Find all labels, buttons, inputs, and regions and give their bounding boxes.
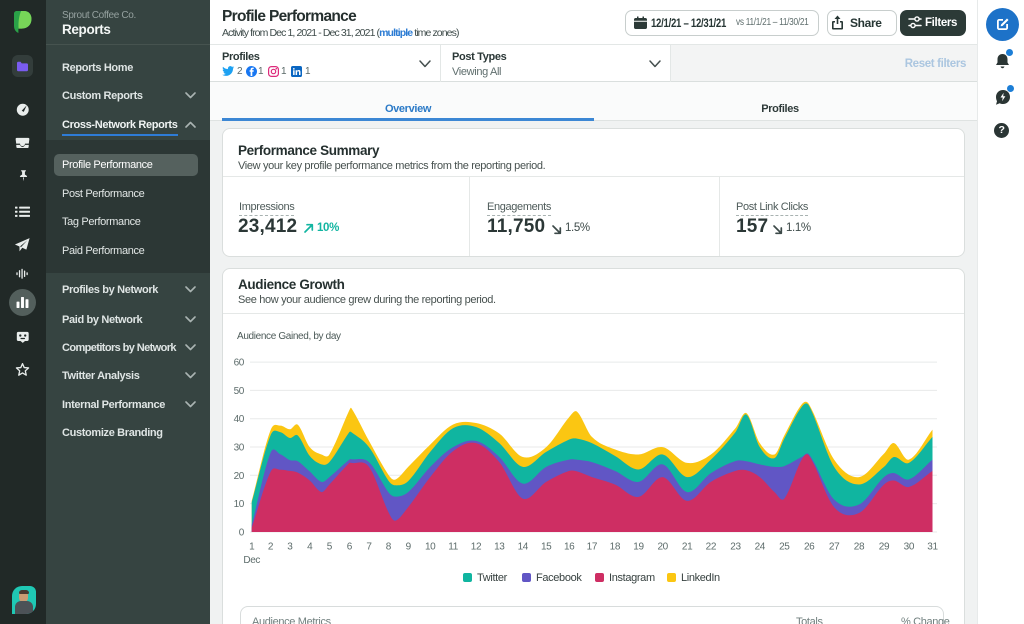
svg-text:50: 50 bbox=[234, 386, 245, 397]
svg-text:11: 11 bbox=[448, 542, 458, 553]
svg-text:4: 4 bbox=[307, 542, 313, 553]
svg-text:10: 10 bbox=[234, 499, 245, 510]
svg-text:7: 7 bbox=[366, 542, 372, 553]
svg-text:31: 31 bbox=[927, 542, 938, 553]
svg-text:1: 1 bbox=[249, 542, 255, 553]
svg-text:Dec: Dec bbox=[243, 555, 260, 566]
svg-text:17: 17 bbox=[587, 542, 598, 553]
svg-text:25: 25 bbox=[779, 542, 790, 553]
svg-text:3: 3 bbox=[287, 542, 293, 553]
svg-text:26: 26 bbox=[804, 542, 815, 553]
svg-text:19: 19 bbox=[633, 542, 644, 553]
svg-text:18: 18 bbox=[610, 542, 621, 553]
svg-text:20: 20 bbox=[234, 471, 245, 482]
svg-text:16: 16 bbox=[564, 542, 575, 553]
svg-text:10: 10 bbox=[425, 542, 436, 553]
svg-text:40: 40 bbox=[234, 414, 245, 425]
svg-text:14: 14 bbox=[518, 542, 529, 553]
svg-text:60: 60 bbox=[234, 358, 245, 369]
svg-text:2: 2 bbox=[268, 542, 274, 553]
svg-text:29: 29 bbox=[879, 542, 890, 553]
svg-text:15: 15 bbox=[541, 542, 552, 553]
svg-text:9: 9 bbox=[406, 542, 412, 553]
svg-text:30: 30 bbox=[904, 542, 915, 553]
svg-text:6: 6 bbox=[347, 542, 353, 553]
svg-text:30: 30 bbox=[234, 443, 245, 454]
svg-text:12: 12 bbox=[471, 542, 482, 553]
svg-text:23: 23 bbox=[730, 542, 741, 553]
svg-text:5: 5 bbox=[327, 542, 333, 553]
svg-text:0: 0 bbox=[239, 528, 245, 539]
svg-text:28: 28 bbox=[854, 542, 865, 553]
svg-text:20: 20 bbox=[657, 542, 668, 553]
svg-text:22: 22 bbox=[706, 542, 717, 553]
svg-text:21: 21 bbox=[682, 542, 693, 553]
svg-text:13: 13 bbox=[494, 542, 505, 553]
svg-text:27: 27 bbox=[829, 542, 840, 553]
svg-text:24: 24 bbox=[755, 542, 766, 553]
svg-text:8: 8 bbox=[386, 542, 392, 553]
